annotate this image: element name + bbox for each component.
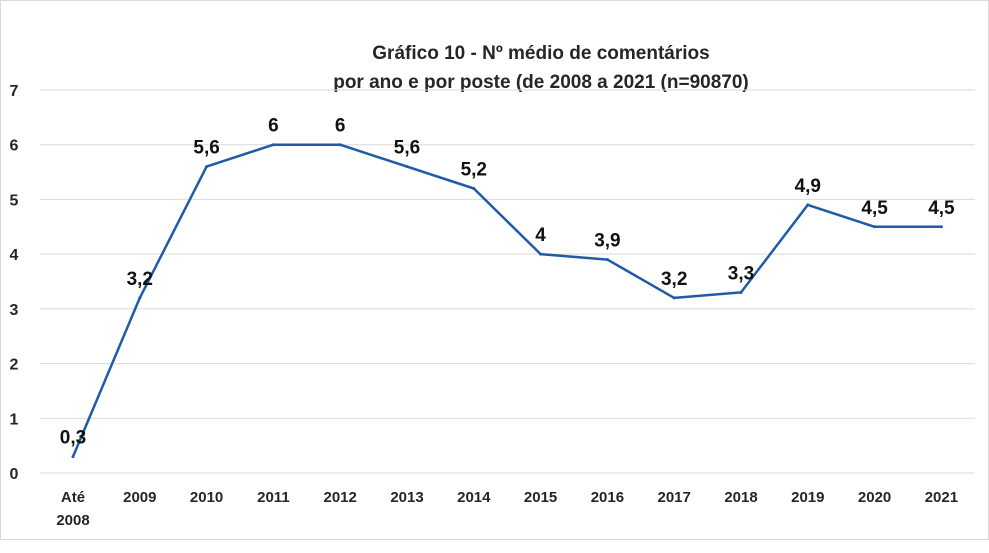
y-tick-label: 2 bbox=[10, 357, 19, 374]
x-tick-label: 2015 bbox=[524, 489, 557, 506]
data-label: 0,3 bbox=[60, 428, 86, 449]
data-label: 4 bbox=[535, 225, 546, 246]
data-point bbox=[71, 455, 75, 459]
data-point bbox=[405, 165, 409, 169]
data-label: 5,6 bbox=[193, 138, 219, 159]
data-point bbox=[205, 165, 209, 169]
data-point bbox=[271, 143, 275, 147]
data-label: 4,5 bbox=[861, 198, 888, 219]
chart-title-line2: por ano e por poste (de 2008 a 2021 (n=9… bbox=[333, 72, 749, 93]
data-point bbox=[338, 143, 342, 147]
data-label: 5,2 bbox=[461, 159, 487, 180]
data-label: 4,9 bbox=[795, 176, 821, 197]
x-tick-label: 2017 bbox=[658, 489, 691, 506]
x-tick-label: 2018 bbox=[724, 489, 757, 506]
chart-title-line1: Gráfico 10 - Nº médio de comentários bbox=[372, 43, 710, 64]
data-label: 3,3 bbox=[728, 263, 754, 284]
data-point bbox=[806, 203, 810, 207]
data-label: 4,5 bbox=[928, 198, 955, 219]
data-point bbox=[939, 225, 943, 229]
x-tick-label: 2019 bbox=[791, 489, 824, 506]
x-tick-label: 2010 bbox=[190, 489, 223, 506]
x-tick-label: 2011 bbox=[257, 489, 290, 506]
data-label: 3,9 bbox=[594, 231, 620, 252]
x-tick-label: 2009 bbox=[123, 489, 156, 506]
x-tick-label: 2008 bbox=[56, 512, 89, 529]
data-label: 6 bbox=[335, 116, 346, 137]
x-tick-label: 2014 bbox=[457, 489, 491, 506]
data-label: 3,2 bbox=[127, 269, 153, 290]
x-tick-label: 2021 bbox=[925, 489, 958, 506]
y-tick-label: 7 bbox=[10, 83, 19, 100]
y-tick-label: 1 bbox=[10, 411, 19, 428]
data-point bbox=[605, 258, 609, 262]
x-tick-label: 2012 bbox=[324, 489, 357, 506]
x-tick-label: 2013 bbox=[390, 489, 423, 506]
y-tick-label: 6 bbox=[10, 138, 19, 155]
data-point bbox=[539, 252, 543, 256]
data-label: 3,2 bbox=[661, 269, 687, 290]
data-label: 5,6 bbox=[394, 138, 420, 159]
x-tick-label: 2016 bbox=[591, 489, 624, 506]
x-tick-label: Até bbox=[61, 489, 85, 506]
data-point bbox=[873, 225, 877, 229]
chart-title: Gráfico 10 - Nº médio de comentários por… bbox=[331, 39, 751, 97]
y-tick-label: 0 bbox=[10, 466, 19, 483]
data-label: 6 bbox=[268, 116, 279, 137]
data-point bbox=[672, 296, 676, 300]
data-point bbox=[472, 186, 476, 190]
data-point bbox=[138, 296, 142, 300]
x-tick-label: 2020 bbox=[858, 489, 891, 506]
data-point bbox=[739, 290, 743, 294]
series-line bbox=[71, 143, 943, 458]
y-tick-label: 5 bbox=[10, 192, 19, 209]
y-tick-label: 4 bbox=[10, 247, 19, 264]
y-tick-label: 3 bbox=[10, 302, 19, 319]
